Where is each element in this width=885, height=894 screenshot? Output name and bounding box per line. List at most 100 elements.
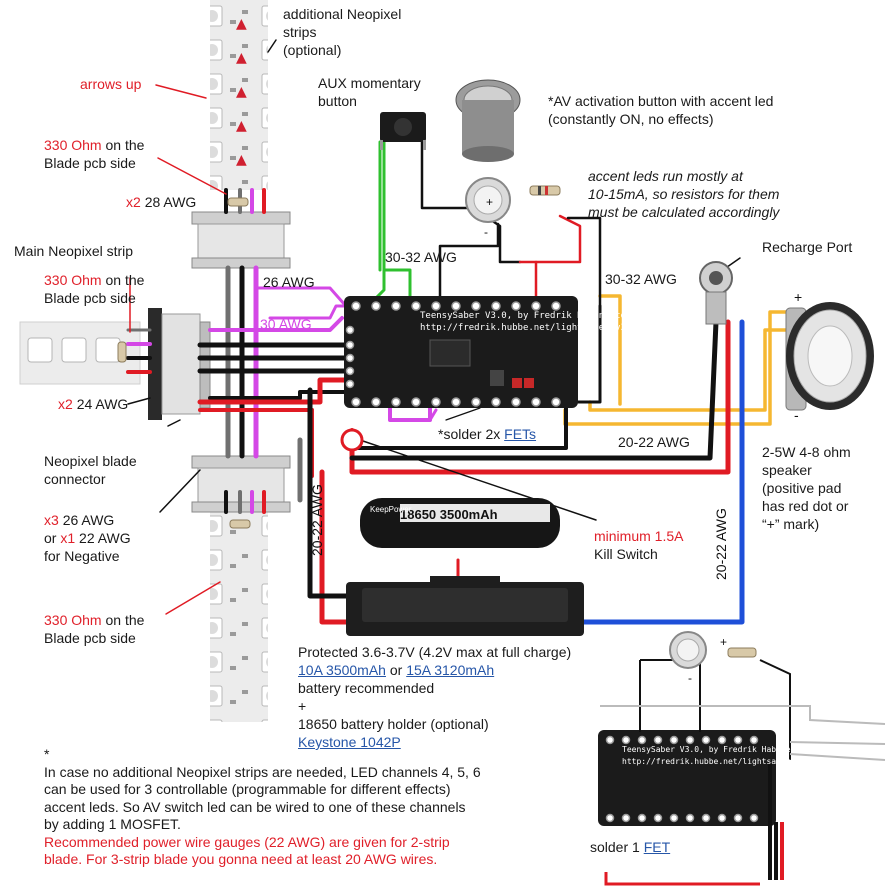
battery-link-10a[interactable]: 10A 3500mAh bbox=[298, 662, 386, 678]
connector-line1: Neopixel blade bbox=[44, 453, 137, 469]
strips-line-1: additional Neopixel bbox=[283, 6, 402, 22]
x3-rest: 26 AWG bbox=[62, 512, 115, 528]
footnote-line2: can be used for 3 controllable (programm… bbox=[44, 781, 451, 797]
label-main-strip: Main Neopixel strip bbox=[14, 243, 134, 259]
ohm-mid-red: 330 Ohm bbox=[44, 272, 102, 288]
svg-text:▲: ▲ bbox=[236, 118, 247, 134]
footnote-line1: In case no additional Neopixel strips ar… bbox=[44, 763, 481, 780]
svg-text:▲: ▲ bbox=[236, 50, 247, 66]
top-connector bbox=[191, 211, 291, 269]
label-x2-28-awg: x2 28 AWG bbox=[126, 193, 196, 211]
label-26-awg: 26 AWG bbox=[263, 274, 315, 290]
resistor-accent-led bbox=[529, 185, 561, 196]
label-30-32-awg-left: 30-32 AWG bbox=[385, 249, 457, 265]
pcb-title-text: TeensySaber V3.0, by Fredrik Habinette bbox=[420, 311, 626, 321]
label-speaker: 2-5W 4-8 ohm speaker (positive pad has r… bbox=[762, 443, 851, 533]
aux-line2: button bbox=[318, 93, 357, 109]
resistor-top bbox=[227, 197, 249, 207]
plus-line: + bbox=[298, 698, 307, 714]
ohm-top-red: 330 Ohm bbox=[44, 137, 102, 153]
aux-momentary-button bbox=[380, 112, 426, 150]
label-ohm-top: 330 Ohm on the Blade pcb side bbox=[44, 136, 144, 172]
or-text: or bbox=[44, 530, 57, 546]
av-minus: - bbox=[484, 225, 488, 239]
neopixel-strip-bottom bbox=[210, 512, 268, 722]
label-20-22-awg-left: 20-22 AWG bbox=[309, 484, 325, 556]
teensysaber-board bbox=[344, 296, 578, 408]
speaker bbox=[785, 302, 874, 411]
av-line2: (constantly ON, no effects) bbox=[548, 111, 714, 127]
svg-text:▲: ▲ bbox=[236, 16, 247, 32]
or-word: or bbox=[389, 662, 403, 678]
battery-link-15a[interactable]: 15A 3120mAh bbox=[406, 662, 495, 678]
x2-24-rest: 24 AWG bbox=[76, 396, 129, 412]
ohm-bot-rest: on the bbox=[105, 612, 145, 628]
label-solder-fets: *solder 2x FETs bbox=[438, 425, 536, 443]
accent-line2: 10-15mA, so resistors for them bbox=[588, 186, 780, 202]
keystone-link[interactable]: Keystone 1042P bbox=[298, 734, 401, 750]
battery-label: 18650 3500mAh bbox=[400, 507, 498, 522]
speaker-line4: has red dot or bbox=[762, 498, 849, 514]
ohm-mid-line2: Blade pcb side bbox=[44, 290, 136, 306]
neopixel-blade-connector bbox=[148, 308, 211, 420]
av-line1: *AV activation button with accent led bbox=[548, 93, 774, 109]
label-20-22-awg: 20-22 AWG bbox=[618, 434, 690, 450]
speaker-line3: (positive pad bbox=[762, 480, 842, 496]
battery-recommended: battery recommended bbox=[298, 680, 435, 696]
x1-rest: 22 AWG bbox=[79, 530, 131, 546]
footnote-line3: accent leds. So AV switch led can be wir… bbox=[44, 798, 466, 815]
recharge-port bbox=[699, 261, 733, 325]
label-negative-gauges: x3 26 AWG or x1 22 AWG for Negative bbox=[44, 511, 131, 565]
pcb-url-text: http://fredrik.hubbe.net/lightsaber/v3/ bbox=[420, 323, 631, 333]
ohm-top-line2: Blade pcb side bbox=[44, 155, 136, 171]
footnote-line5: Recommended power wire gauges (22 AWG) a… bbox=[44, 833, 450, 850]
av-activation-button bbox=[455, 79, 521, 162]
speaker-minus: - bbox=[794, 407, 799, 423]
label-blade-connector: Neopixel blade connector bbox=[44, 452, 137, 488]
label-30-awg: 30 AWG bbox=[260, 316, 312, 332]
footnote-star: * bbox=[44, 746, 50, 762]
pcb-small-url: http://fredrik.hubbe.net/lightsaber/v3/ bbox=[622, 757, 810, 766]
label-recharge-port: Recharge Port bbox=[762, 239, 853, 255]
small-av-plus: + bbox=[720, 635, 727, 649]
av-button-rear bbox=[465, 177, 511, 223]
fet-link[interactable]: FET bbox=[643, 839, 671, 855]
resistor-bottom bbox=[229, 519, 251, 529]
footnote-line4: by adding 1 MOSFET. bbox=[44, 816, 181, 832]
label-aux-button: AUX momentary button bbox=[318, 74, 421, 110]
ohm-bot-red: 330 Ohm bbox=[44, 612, 102, 628]
x2-28-rest: 28 AWG bbox=[144, 194, 197, 210]
label-ohm-bottom: 330 Ohm on the Blade pcb side bbox=[44, 611, 144, 647]
x1-red: x1 bbox=[60, 530, 76, 546]
fets-link[interactable]: FETs bbox=[504, 426, 537, 442]
connector-line2: connector bbox=[44, 471, 106, 487]
battery-brand: KeepPower bbox=[370, 505, 412, 514]
accent-line3: must be calculated accordingly bbox=[588, 204, 780, 220]
solder-fets-pre: *solder 2x bbox=[438, 426, 501, 442]
ohm-mid-rest: on the bbox=[105, 272, 145, 288]
kill-red: minimum 1.5A bbox=[594, 528, 684, 544]
label-kill-switch: minimum 1.5A Kill Switch bbox=[594, 527, 683, 563]
label-accent-leds: accent leds run mostly at 10-15mA, so re… bbox=[588, 167, 779, 221]
label-30-32-awg-right: 30-32 AWG bbox=[605, 271, 677, 287]
footnote: * In case no additional Neopixel strips … bbox=[44, 746, 584, 869]
kill-rest: Kill Switch bbox=[594, 546, 658, 562]
label-x2-24-awg: x2 24 AWG bbox=[58, 395, 128, 413]
holder-line: 18650 battery holder (optional) bbox=[298, 716, 489, 732]
av-button-small bbox=[669, 631, 757, 669]
accent-line1: accent leds run mostly at bbox=[588, 168, 743, 184]
svg-text:▲: ▲ bbox=[236, 84, 247, 100]
neopixel-strip-top: ▲ ▲ ▲ ▲ ▲ bbox=[210, 0, 268, 190]
ohm-bot-line2: Blade pcb side bbox=[44, 630, 136, 646]
pcb-small-title: TeensySaber V3.0, by Fredrik Habinette bbox=[622, 745, 805, 754]
strips-line-2: strips bbox=[283, 24, 317, 40]
speaker-plus: + bbox=[794, 289, 802, 305]
strips-line-3: (optional) bbox=[283, 42, 342, 58]
kill-switch bbox=[340, 428, 364, 452]
av-plus: + bbox=[486, 195, 493, 209]
speaker-line5: “+” mark) bbox=[762, 516, 820, 532]
resistor-mid bbox=[117, 341, 127, 363]
label-arrows-up: arrows up bbox=[80, 76, 142, 92]
label-av-button: *AV activation button with accent led (c… bbox=[548, 92, 773, 128]
label-solder-one-fet: solder 1 FET bbox=[590, 838, 670, 856]
